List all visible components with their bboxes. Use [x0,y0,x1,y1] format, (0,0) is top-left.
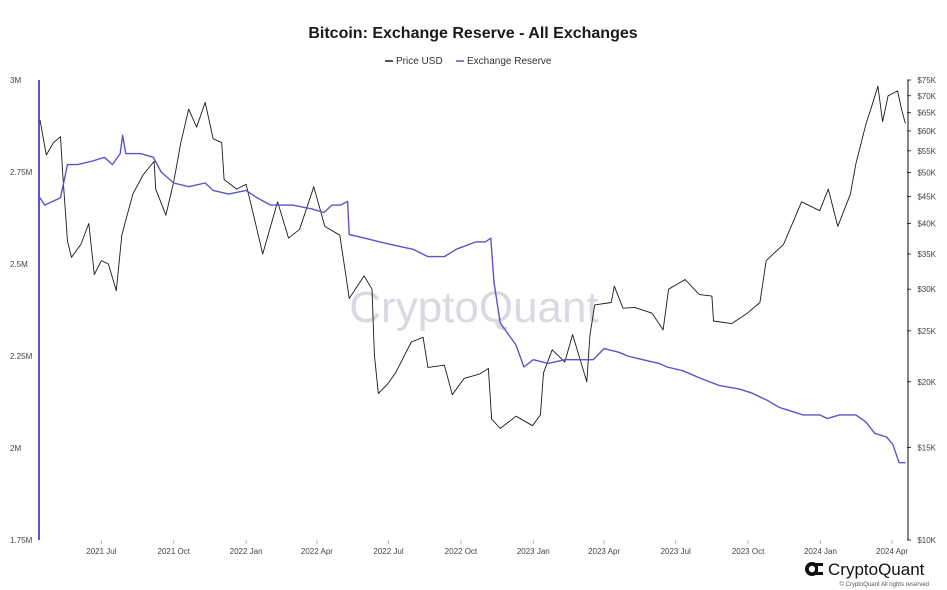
right-tick-label-11: $20K [917,378,936,387]
left-tick-label-5: 1.75M [10,536,33,545]
x-tick-label-9: 2023 Oct [732,547,765,556]
x-tick-label-10: 2024 Jan [804,547,837,556]
left-tick-label-2: 2.5M [10,260,28,269]
brand-copyright: © CryptoQuant All rights reserved [840,581,929,588]
x-tick-label-7: 2023 Apr [588,547,620,556]
watermark: CryptoQuant [349,283,598,332]
x-tick-label-4: 2022 Jul [373,547,403,556]
right-tick-label-2: $65K [917,109,936,118]
series-line-exchange-reserve [39,134,906,464]
right-tick-label-0: $75K [917,76,936,85]
right-tick-label-1: $70K [917,92,936,101]
legend-label-reserve: Exchange Reserve [467,56,552,67]
right-tick-label-12: $15K [917,443,936,452]
right-tick-label-4: $55K [917,147,936,156]
right-tick-label-5: $50K [917,169,936,178]
right-axis-ticks: $75K $70K $65K $60K $55K $50K $45K $40K $35K $30K… [907,76,937,545]
x-tick-label-5: 2022 Oct [445,547,478,556]
right-tick-label-10: $25K [917,327,936,336]
legend[interactable]: Price USD Exchange Reserve [385,56,552,67]
brand-name: CryptoQuant [828,560,925,579]
brand-logo: CryptoQuant © CryptoQuant All rights res… [805,560,929,588]
right-tick-label-7: $40K [917,220,936,229]
chart-title: Bitcoin: Exchange Reserve - All Exchange… [308,25,637,42]
x-tick-label-2: 2022 Jan [230,547,263,556]
left-axis-ticks: 3M 2.75M 2.5M 2.25M 2M 1.75M [10,76,33,545]
right-tick-label-6: $45K [917,193,936,202]
x-tick-label-0: 2021 Jul [86,547,116,556]
left-tick-label-1: 2.75M [10,168,33,177]
series-line-price-usd [39,85,906,429]
left-tick-label-3: 2.25M [10,352,33,361]
x-tick-label-8: 2023 Jul [661,547,691,556]
left-tick-label-4: 2M [10,444,21,453]
legend-item-price[interactable]: Price USD [385,56,443,67]
right-tick-label-8: $35K [917,250,936,259]
right-tick-label-9: $30K [917,285,936,294]
x-tick-label-11: 2024 Apr [876,547,908,556]
right-tick-label-3: $60K [917,127,936,136]
right-tick-label-13: $10K [917,536,936,545]
x-tick-label-3: 2022 Apr [301,547,333,556]
legend-item-reserve[interactable]: Exchange Reserve [456,56,552,67]
x-tick-label-6: 2023 Jan [517,547,550,556]
x-tick-label-1: 2021 Oct [158,547,191,556]
left-tick-label-0: 3M [10,76,21,85]
cryptoquant-logo-icon [805,562,823,576]
x-axis-ticks: 2021 Jul 2021 Oct 2022 Jan 2022 Apr 2022 Jul… [86,540,908,556]
legend-label-price: Price USD [396,56,443,67]
